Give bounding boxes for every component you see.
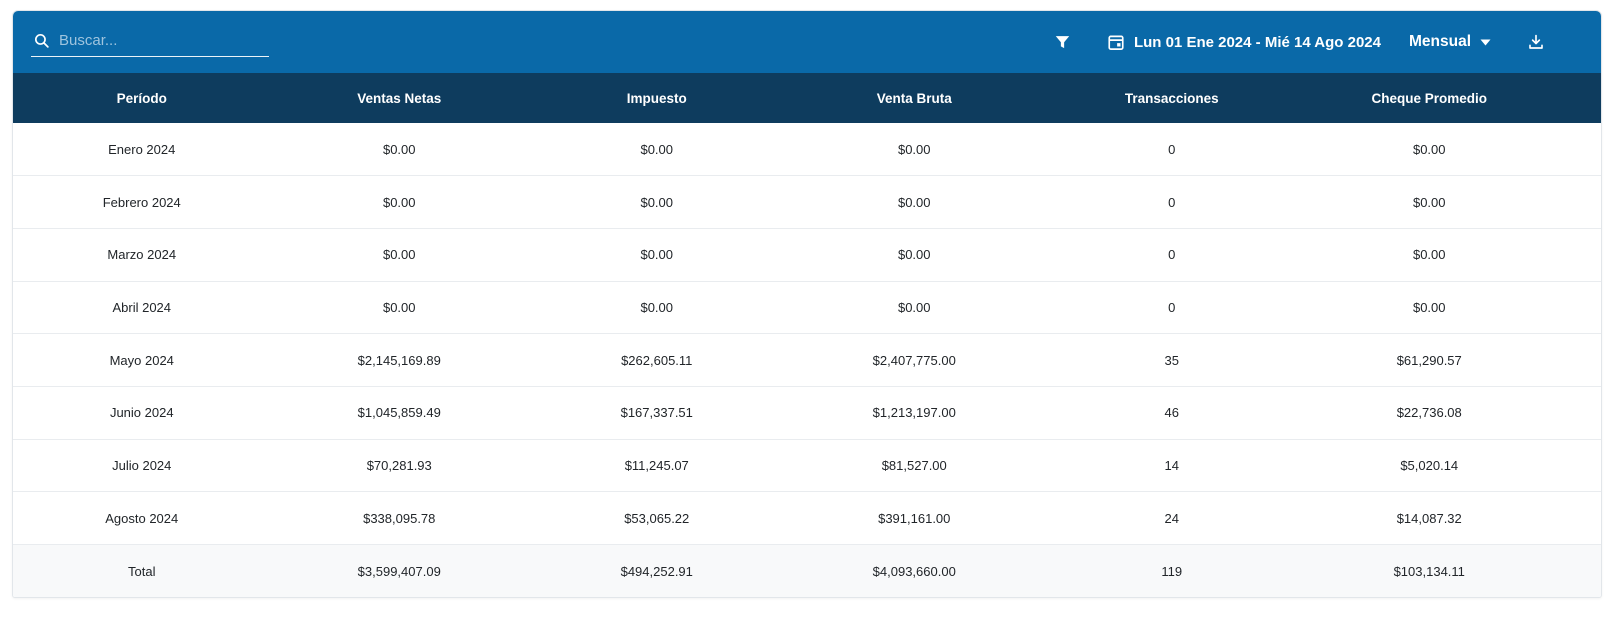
calendar-icon [1108,35,1124,50]
search-input[interactable] [59,31,267,49]
spacer-cell [1558,439,1601,492]
cell-ventas-netas: $2,145,169.89 [270,333,528,387]
cell-cheque-promedio: $0.00 [1300,228,1558,282]
cell-venta-bruta: $4,093,660.00 [785,544,1043,598]
cell-impuesto: $262,605.11 [528,333,786,387]
sales-table: Período Ventas Netas Impuesto Venta Brut… [13,73,1601,598]
date-range-picker[interactable]: Lun 01 Ene 2024 - Mié 14 Ago 2024 [1107,33,1381,51]
table-row: Agosto 2024 $338,095.78 $53,065.22 $391,… [13,491,1601,545]
cell-transacciones: 35 [1043,333,1301,387]
table-row: Junio 2024 $1,045,859.49 $167,337.51 $1,… [13,386,1601,440]
cell-transacciones: 0 [1043,228,1301,282]
spacer-cell [1558,123,1601,176]
cell-venta-bruta: $2,407,775.00 [785,333,1043,387]
cell-ventas-netas: $338,095.78 [270,491,528,545]
cell-transacciones: 46 [1043,386,1301,440]
date-range-label: Lun 01 Ene 2024 - Mié 14 Ago 2024 [1133,33,1381,51]
cell-periodo: Junio 2024 [13,386,271,440]
cell-impuesto: $0.00 [528,281,786,334]
cell-cheque-promedio: $103,134.11 [1300,544,1558,598]
spacer-cell [1558,175,1601,229]
cell-venta-bruta: $0.00 [785,281,1043,334]
filter-icon [1055,35,1070,48]
cell-impuesto: $167,337.51 [528,386,786,440]
column-header-periodo[interactable]: Período [13,73,271,123]
table-body: Enero 2024 $0.00 $0.00 $0.00 0 $0.00 Feb… [13,123,1601,545]
table-row: Mayo 2024 $2,145,169.89 $262,605.11 $2,4… [13,333,1601,387]
spacer-cell [1558,228,1601,282]
total-row: Total $3,599,407.09 $494,252.91 $4,093,6… [13,544,1601,598]
period-label: Mensual [1408,33,1471,50]
cell-venta-bruta: $0.00 [785,123,1043,176]
cell-transacciones: 0 [1043,281,1301,334]
download-button[interactable] [1525,31,1547,53]
column-header-venta-bruta[interactable]: Venta Bruta [785,73,1043,123]
cell-periodo: Enero 2024 [13,123,271,176]
cell-venta-bruta: $391,161.00 [785,491,1043,545]
cell-impuesto: $0.00 [528,175,786,229]
cell-cheque-promedio: $0.00 [1300,281,1558,334]
search-field[interactable] [31,28,269,57]
cell-periodo: Agosto 2024 [13,491,271,545]
cell-cheque-promedio: $0.00 [1300,123,1558,176]
cell-transacciones: 119 [1043,544,1301,598]
search-icon [34,33,49,48]
cell-periodo: Febrero 2024 [13,175,271,229]
chevron-down-icon [1480,39,1491,45]
cell-impuesto: $494,252.91 [528,544,786,598]
cell-cheque-promedio: $5,020.14 [1300,439,1558,492]
cell-ventas-netas: $3,599,407.09 [270,544,528,598]
cell-impuesto: $11,245.07 [528,439,786,492]
table-row: Abril 2024 $0.00 $0.00 $0.00 0 $0.00 [13,281,1601,334]
table-row: Febrero 2024 $0.00 $0.00 $0.00 0 $0.00 [13,175,1601,229]
table-row: Enero 2024 $0.00 $0.00 $0.00 0 $0.00 [13,123,1601,176]
toolbar: Lun 01 Ene 2024 - Mié 14 Ago 2024 Mensua… [13,11,1601,73]
sales-report-card: Lun 01 Ene 2024 - Mié 14 Ago 2024 Mensua… [12,10,1602,599]
spacer-cell [1558,544,1601,598]
cell-cheque-promedio: $61,290.57 [1300,333,1558,387]
cell-cheque-promedio: $22,736.08 [1300,386,1558,440]
table-header-row: Período Ventas Netas Impuesto Venta Brut… [13,73,1601,123]
cell-periodo: Total [13,544,271,598]
column-header-impuesto[interactable]: Impuesto [528,73,786,123]
cell-ventas-netas: $70,281.93 [270,439,528,492]
cell-ventas-netas: $0.00 [270,281,528,334]
cell-impuesto: $53,065.22 [528,491,786,545]
cell-transacciones: 0 [1043,123,1301,176]
cell-periodo: Marzo 2024 [13,228,271,282]
cell-periodo: Julio 2024 [13,439,271,492]
filter-button[interactable] [1052,32,1073,53]
table-row: Marzo 2024 $0.00 $0.00 $0.00 0 $0.00 [13,228,1601,282]
cell-impuesto: $0.00 [528,228,786,282]
cell-ventas-netas: $0.00 [270,175,528,229]
cell-transacciones: 14 [1043,439,1301,492]
column-header-ventas-netas[interactable]: Ventas Netas [270,73,528,123]
cell-periodo: Mayo 2024 [13,333,271,387]
cell-impuesto: $0.00 [528,123,786,176]
period-selector[interactable]: Mensual [1409,33,1491,51]
spacer-cell [1558,491,1601,545]
cell-ventas-netas: $0.00 [270,123,528,176]
cell-periodo: Abril 2024 [13,281,271,334]
cell-venta-bruta: $1,213,197.00 [785,386,1043,440]
download-icon [1529,34,1543,49]
cell-venta-bruta: $81,527.00 [785,439,1043,492]
toolbar-actions: Lun 01 Ene 2024 - Mié 14 Ago 2024 Mensua… [1052,31,1547,53]
cell-transacciones: 24 [1043,491,1301,545]
cell-transacciones: 0 [1043,175,1301,229]
cell-cheque-promedio: $0.00 [1300,175,1558,229]
cell-venta-bruta: $0.00 [785,228,1043,282]
spacer-cell [1558,281,1601,334]
spacer-cell [1558,386,1601,440]
column-header-cheque-promedio[interactable]: Cheque Promedio [1300,73,1558,123]
header-spacer-cell [1558,73,1601,123]
cell-venta-bruta: $0.00 [785,175,1043,229]
table-row: Julio 2024 $70,281.93 $11,245.07 $81,527… [13,439,1601,492]
spacer-cell [1558,333,1601,387]
cell-ventas-netas: $1,045,859.49 [270,386,528,440]
cell-cheque-promedio: $14,087.32 [1300,491,1558,545]
cell-ventas-netas: $0.00 [270,228,528,282]
column-header-transacciones[interactable]: Transacciones [1043,73,1301,123]
